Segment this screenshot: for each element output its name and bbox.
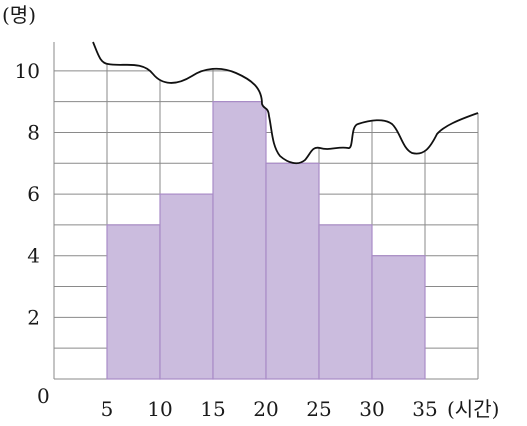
y-tick-label: 4: [27, 244, 40, 268]
x-tick-label: 15: [200, 397, 225, 421]
y-tick-label: 10: [15, 59, 40, 83]
tick-labels: 2 4 6 8 10 5 10 15 20 25 30 35: [15, 59, 438, 421]
histogram-bar: [265, 162, 320, 380]
histogram-bar: [318, 224, 373, 380]
x-tick-label: 20: [253, 397, 278, 421]
origin-label: 0: [37, 384, 50, 408]
y-tick-label: 6: [27, 182, 40, 206]
x-tick-label: 5: [101, 397, 114, 421]
x-tick-label: 35: [412, 397, 437, 421]
histogram-bar: [212, 101, 267, 380]
y-axis-label: (명): [2, 3, 36, 27]
torn-edge-mask: [0, 0, 527, 164]
histogram-bar: [106, 224, 161, 380]
x-tick-label: 30: [359, 397, 384, 421]
histogram-bar: [371, 255, 426, 380]
y-tick-label: 8: [27, 120, 40, 144]
x-tick-label: 25: [306, 397, 331, 421]
torn-edge-line: [92, 41, 479, 165]
x-tick-label: 10: [147, 397, 172, 421]
bars: [106, 101, 426, 380]
histogram-bar: [159, 193, 214, 380]
x-axis-label: (시간): [447, 397, 499, 421]
y-tick-label: 2: [27, 305, 40, 329]
